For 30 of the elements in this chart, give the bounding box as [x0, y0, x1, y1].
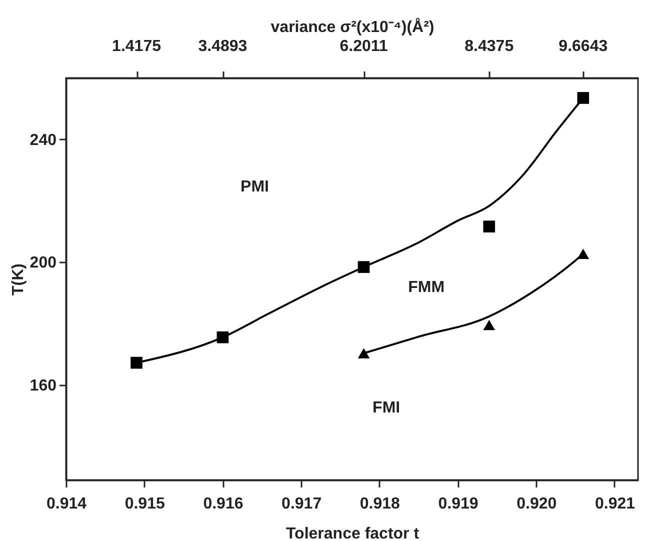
annotation: 6.2011 — [340, 38, 388, 55]
annotation: 9.6643 — [558, 38, 608, 55]
point — [577, 92, 590, 104]
point — [483, 320, 496, 330]
annotation: FMM — [408, 279, 445, 296]
x-tick-label: 0.916 — [203, 496, 244, 512]
annotation: 3.4893 — [198, 38, 248, 55]
x-axis-title: Tolerance factor t — [286, 526, 420, 541]
annotation: FMI — [372, 400, 400, 417]
x2-axis-title: variance σ²(x10⁻⁴)(Å²) — [270, 16, 434, 36]
y-tick-label: 160 — [30, 377, 57, 394]
x-tick-label: 0.920 — [516, 496, 557, 512]
x-tick-label: 0.919 — [438, 496, 478, 512]
y-tick-label: 240 — [30, 132, 57, 149]
point — [216, 331, 229, 344]
point — [130, 356, 142, 369]
annotation: 1.4175 — [112, 38, 162, 55]
x-tick-label: 0.917 — [282, 496, 322, 512]
x-tick-label: 0.914 — [46, 496, 87, 512]
y-axis-title: T(K) — [10, 264, 27, 296]
x-tick-label: 0.915 — [124, 496, 165, 512]
point — [483, 220, 496, 232]
annotation: PMI — [240, 178, 269, 196]
x-tick-label: 0.918 — [360, 496, 400, 512]
annotation: 8.4375 — [464, 38, 514, 55]
point — [358, 348, 370, 358]
point — [577, 248, 590, 259]
point — [358, 261, 370, 273]
x-tick-label: 0.921 — [594, 496, 636, 512]
y-tick-label: 200 — [30, 254, 57, 272]
